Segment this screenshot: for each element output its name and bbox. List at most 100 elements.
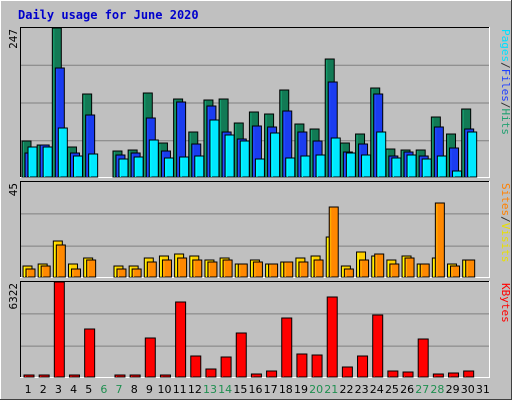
bar-pages-day-4	[72, 155, 83, 178]
bar-kbytes-day-23	[357, 355, 369, 378]
x-tick-label: 29	[446, 383, 460, 396]
bar-pages-day-26	[406, 154, 417, 178]
bar-kbytes-day-21	[326, 296, 338, 378]
bar-kbytes-day-2	[38, 374, 50, 378]
x-tick-label: 19	[294, 383, 308, 396]
bar-pages-day-22	[345, 152, 356, 178]
bar-sites-day-5	[86, 259, 97, 278]
bar-pages-day-17	[270, 132, 281, 178]
bar-pages-day-25	[391, 157, 402, 178]
x-tick-label: 15	[233, 383, 247, 396]
bar-pages-day-1	[27, 146, 38, 178]
bar-sites-day-19	[298, 261, 309, 278]
bar-pages-day-16	[254, 158, 265, 178]
bar-sites-day-30	[465, 259, 476, 278]
x-tick-label: 23	[355, 383, 369, 396]
legend-entry: Pages	[499, 29, 512, 62]
bar-sites-day-3	[55, 244, 66, 278]
legend-kbytes: KBytes	[499, 283, 512, 323]
bar-pages-day-20	[315, 154, 326, 178]
bar-sites-day-21	[328, 206, 339, 278]
bar-pages-day-8	[133, 156, 144, 178]
bar-kbytes-day-28	[432, 373, 444, 378]
x-tick-label: 25	[385, 383, 399, 396]
legend-entry: /	[499, 102, 512, 109]
legend-entry: Sites	[499, 183, 512, 216]
panel-hits-files-pages: 247 Pages/Files/Hits	[7, 27, 512, 178]
bar-sites-day-25	[389, 263, 400, 278]
x-tick-label: 28	[430, 383, 444, 396]
bar-sites-day-17	[268, 263, 279, 278]
bar-kbytes-day-20	[311, 354, 323, 378]
bar-pages-day-24	[376, 131, 387, 178]
bar-kbytes-day-22	[341, 366, 353, 378]
panel-kbytes: 6322 KBytes	[7, 281, 512, 378]
bar-pages-day-29	[452, 170, 463, 178]
bar-pages-day-14	[224, 134, 235, 178]
bar-pages-day-27	[421, 158, 432, 178]
bar-pages-day-9	[148, 139, 159, 178]
x-tick-label: 3	[55, 383, 62, 396]
bar-kbytes-day-17	[266, 370, 278, 378]
bar-kbytes-day-11	[175, 301, 187, 378]
bar-sites-day-2	[40, 265, 51, 278]
bar-kbytes-day-13	[205, 368, 217, 378]
bar-sites-day-28	[434, 202, 445, 278]
x-tick-label: 7	[116, 383, 123, 396]
y-max-label: 45	[7, 183, 20, 196]
legend-entry: Hits	[499, 109, 512, 136]
x-tick-label: 31	[476, 383, 490, 396]
bar-kbytes-day-24	[372, 314, 384, 378]
x-tick-label: 17	[264, 383, 278, 396]
x-tick-label: 6	[100, 383, 107, 396]
bar-pages-day-3	[57, 127, 68, 178]
bar-kbytes-day-29	[448, 372, 460, 378]
legend-entry: KBytes	[499, 283, 512, 323]
plot-area	[20, 281, 490, 378]
chart-title: Daily usage for June 2020	[18, 8, 199, 22]
bar-sites-day-8	[131, 268, 142, 278]
bar-kbytes-day-12	[190, 355, 202, 378]
x-tick-label: 30	[461, 383, 475, 396]
x-tick-label: 13	[203, 383, 217, 396]
bar-sites-day-14	[222, 259, 233, 278]
bar-kbytes-day-25	[387, 370, 399, 378]
bar-sites-day-11	[177, 257, 188, 278]
legend-visits-sites: Sites/Visits	[499, 183, 512, 263]
bar-pages-day-15	[239, 140, 250, 178]
bar-sites-day-10	[161, 259, 172, 278]
y-max-label: 247	[7, 29, 20, 49]
bar-pages-day-2	[42, 146, 53, 178]
bar-sites-day-4	[70, 268, 81, 278]
bar-pages-day-13	[209, 119, 220, 178]
bar-sites-day-15	[237, 263, 248, 278]
bar-kbytes-day-30	[463, 370, 475, 378]
bar-sites-day-13	[207, 261, 218, 278]
legend-entry: Visits	[499, 223, 512, 263]
bar-sites-day-26	[404, 257, 415, 278]
bar-sites-day-29	[450, 265, 461, 278]
bar-sites-day-20	[313, 259, 324, 278]
series-pages	[27, 119, 478, 178]
x-tick-label: 4	[70, 383, 77, 396]
x-tick-label: 14	[218, 383, 232, 396]
bar-kbytes-day-19	[296, 353, 308, 378]
bar-kbytes-day-8	[129, 374, 141, 378]
bar-sites-day-23	[359, 259, 370, 278]
bar-sites-day-27	[419, 263, 430, 278]
legend-entry: /	[499, 62, 512, 69]
bar-kbytes-day-7	[114, 374, 126, 378]
panel-visits-sites: 45 Sites/Visits	[7, 181, 512, 278]
bar-pages-day-5	[88, 153, 99, 178]
bar-pages-day-28	[436, 155, 447, 178]
x-tick-label: 21	[324, 383, 338, 396]
x-tick-label: 2	[40, 383, 47, 396]
bar-pages-day-18	[285, 157, 296, 178]
bar-sites-day-9	[146, 261, 157, 278]
bar-pages-day-21	[330, 137, 341, 178]
y-max-label: 6322	[7, 283, 20, 310]
x-tick-label: 9	[146, 383, 153, 396]
legend-entry: /	[499, 216, 512, 223]
x-tick-label: 8	[131, 383, 138, 396]
